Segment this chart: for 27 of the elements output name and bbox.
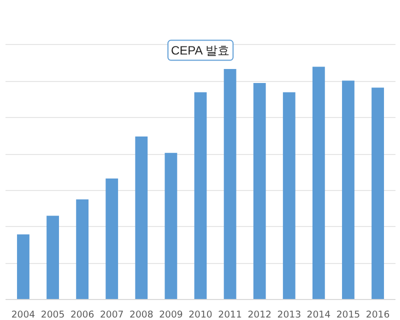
x-tick-label: 2006 [70,310,94,320]
bar [76,199,89,300]
x-tick-label: 2014 [306,310,331,320]
x-tick-label: 2007 [100,310,124,320]
bar [372,88,384,300]
bar [17,234,30,300]
bar [46,216,59,300]
annotation: CEPA 발효 [170,43,230,58]
bar [135,136,148,300]
bar [194,92,207,300]
bar [253,82,266,300]
x-tick-label: 2011 [218,310,242,320]
bar [312,66,325,300]
bar [282,92,296,300]
x-tick-label: 2013 [277,310,302,320]
x-tick-label: 2009 [159,310,183,320]
bar [224,69,236,300]
x-tick-label: 2008 [130,310,154,320]
x-tick-label: 2005 [40,310,65,320]
bar [106,178,118,300]
x-tick-label: 2012 [248,310,272,320]
x-tick-label: 2010 [188,310,212,320]
x-tick-label: 2015 [336,310,360,320]
bar [164,152,178,300]
bar [342,80,354,300]
x-tick-label: 2004 [11,310,36,320]
x-tick-label: 2016 [366,310,390,320]
